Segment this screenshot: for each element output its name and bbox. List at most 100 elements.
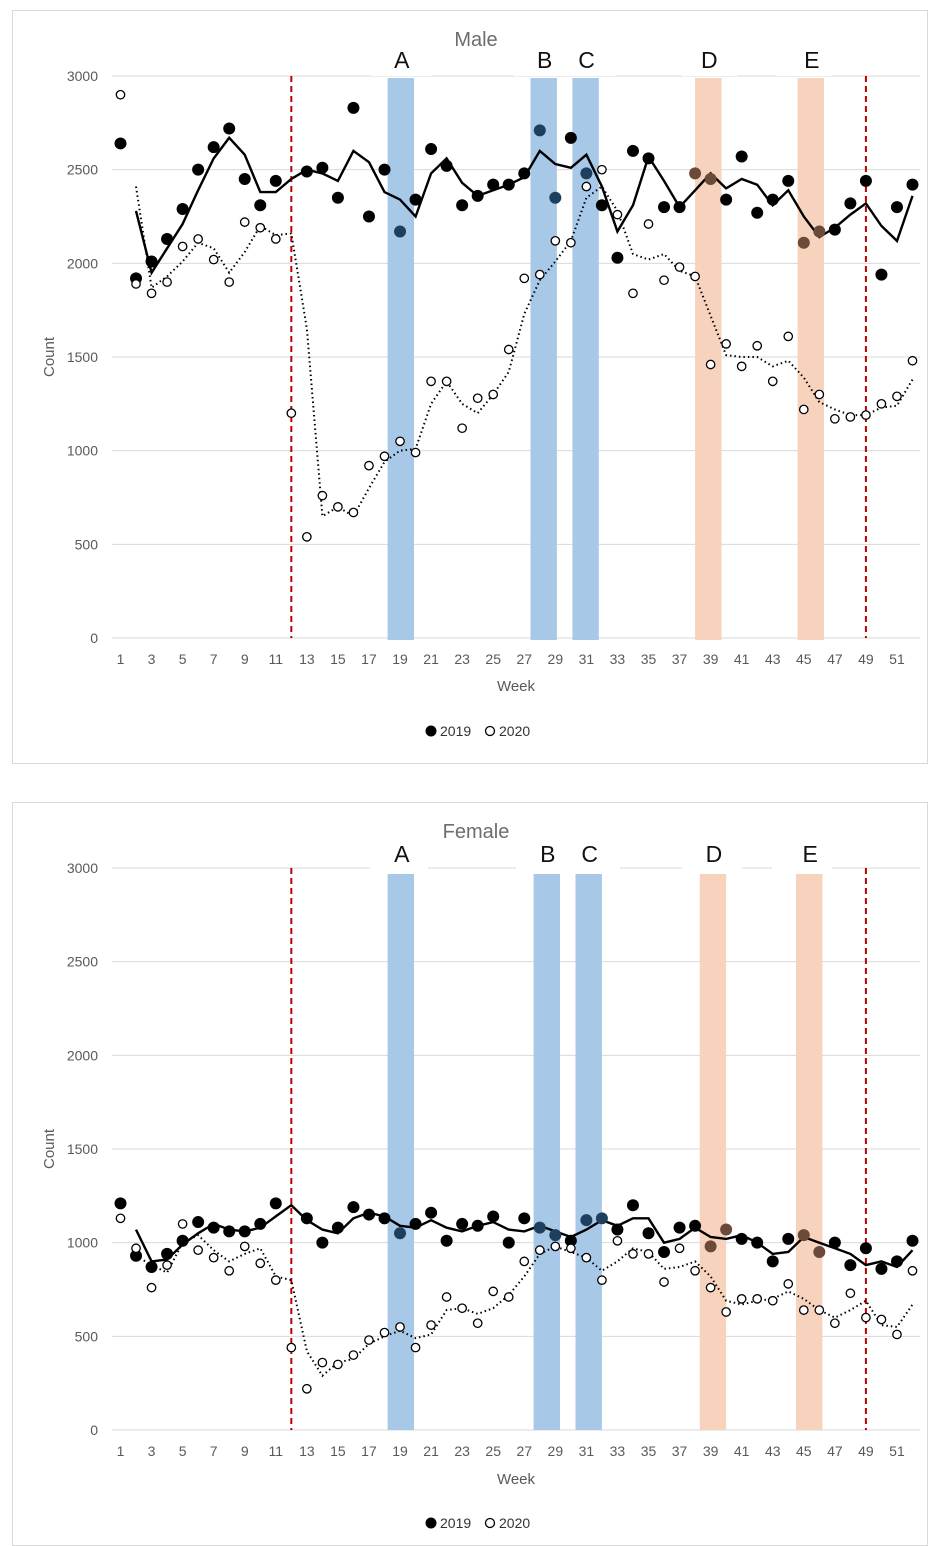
male-point-2019 — [875, 268, 888, 281]
female-point-2020 — [333, 1359, 343, 1370]
male-point-2019 — [269, 174, 282, 187]
female-point-2019 — [130, 1249, 143, 1262]
female-x-tick-label: 3 — [148, 1443, 156, 1459]
female-point-2019 — [906, 1234, 919, 1247]
male-band-label-B: B — [537, 47, 552, 73]
male-y-tick-label: 2500 — [67, 162, 98, 178]
female-point-2020 — [472, 1318, 483, 1329]
male-point-2019 — [735, 150, 748, 163]
female-x-tick-label: 43 — [765, 1443, 781, 1459]
male-x-axis-title: Week — [497, 678, 536, 695]
male-y-tick-label: 3000 — [67, 68, 98, 84]
female-point-2019 — [362, 1208, 375, 1221]
male-point-2020 — [162, 277, 172, 287]
female-point-2020 — [488, 1286, 499, 1297]
female-point-2019 — [161, 1247, 174, 1260]
male-point-2019 — [689, 167, 702, 180]
male-point-2020 — [876, 398, 887, 409]
male-x-tick-label: 43 — [765, 651, 781, 667]
male-point-2020 — [643, 219, 654, 229]
female-point-2020 — [566, 1243, 576, 1254]
male-x-tick-label: 13 — [299, 651, 315, 667]
female-band-label-bg — [772, 834, 832, 872]
female-point-2019 — [331, 1221, 344, 1234]
male-point-2020 — [534, 269, 545, 280]
female-point-2019 — [844, 1259, 857, 1272]
female-x-tick-label: 13 — [299, 1443, 315, 1459]
female-point-2019 — [859, 1242, 872, 1255]
female-point-2020 — [410, 1342, 421, 1353]
male-point-2020 — [814, 389, 825, 400]
male-point-2019 — [347, 101, 360, 114]
female-x-tick-label: 39 — [703, 1443, 719, 1459]
male-x-tick-label: 5 — [179, 651, 187, 667]
male-point-2020 — [659, 275, 669, 286]
female-point-2020 — [581, 1252, 592, 1263]
female-band-E — [796, 874, 823, 1430]
male-point-2019 — [828, 223, 841, 236]
male-point-2020 — [115, 89, 126, 100]
male-point-2019 — [456, 199, 469, 212]
male-point-2019 — [362, 210, 375, 223]
male-point-2019 — [331, 191, 344, 204]
male-point-2020 — [721, 339, 731, 349]
male-point-2019 — [766, 193, 779, 206]
male-point-2019 — [782, 174, 795, 187]
male-point-2019 — [518, 167, 531, 180]
male-point-2019 — [316, 161, 329, 174]
female-point-2020 — [830, 1318, 840, 1329]
female-band-label-bg — [682, 834, 742, 872]
female-legend-marker-2020 — [484, 1517, 496, 1529]
female-point-2019 — [394, 1227, 407, 1240]
female-x-tick-label: 27 — [516, 1443, 532, 1459]
male-band-label-bg — [372, 38, 432, 76]
female-band-D — [699, 874, 727, 1430]
female-band-C — [575, 874, 602, 1430]
female-band-label-bg — [370, 834, 428, 872]
female-x-tick-label: 37 — [672, 1443, 688, 1459]
male-band-D — [695, 78, 722, 640]
female-point-2020 — [395, 1322, 405, 1332]
female-point-2019 — [564, 1234, 577, 1247]
male-chart-title: Male — [454, 29, 497, 51]
male-y-tick-label: 0 — [90, 630, 98, 646]
female-point-2020 — [364, 1335, 374, 1345]
male-x-tick-label: 3 — [148, 651, 156, 667]
male-point-2020 — [892, 391, 902, 402]
male-point-2019 — [595, 199, 608, 212]
male-point-2019 — [176, 203, 189, 216]
female-x-tick-label: 41 — [734, 1443, 750, 1459]
male-legend-label-2020: 2020 — [499, 723, 530, 739]
male-legend-marker-2020 — [484, 725, 496, 737]
female-point-2020 — [208, 1252, 219, 1263]
female-x-tick-label: 25 — [485, 1443, 501, 1459]
male-point-2019 — [704, 173, 717, 186]
female-point-2020 — [534, 1245, 545, 1256]
female-point-2019 — [440, 1234, 453, 1247]
male-trend-2020 — [135, 185, 914, 518]
female-point-2019 — [595, 1212, 608, 1225]
male-legend-label-2019: 2019 — [440, 723, 471, 739]
male-point-2019 — [549, 191, 562, 204]
female-point-2019 — [735, 1232, 748, 1245]
male-point-2020 — [612, 209, 623, 220]
male-band-label-bg — [682, 38, 738, 76]
female-point-2019 — [425, 1206, 438, 1219]
male-point-2019 — [440, 159, 453, 172]
female-y-tick-label: 2500 — [67, 954, 98, 970]
female-band-A — [387, 874, 415, 1430]
female-point-2019 — [766, 1255, 779, 1268]
male-point-2020 — [457, 423, 467, 434]
male-x-tick-label: 11 — [269, 651, 284, 667]
male-point-2019 — [890, 201, 903, 214]
female-point-2019 — [114, 1197, 127, 1210]
male-x-tick-label: 19 — [392, 651, 408, 667]
female-point-2019 — [502, 1236, 515, 1249]
female-point-2019 — [689, 1219, 702, 1232]
male-band-label-E: E — [804, 47, 819, 73]
female-band-label-bg — [560, 834, 620, 872]
female-point-2020 — [643, 1249, 654, 1259]
male-point-2019 — [378, 163, 391, 176]
female-point-2020 — [845, 1288, 856, 1299]
female-chart-panel — [12, 802, 928, 1546]
